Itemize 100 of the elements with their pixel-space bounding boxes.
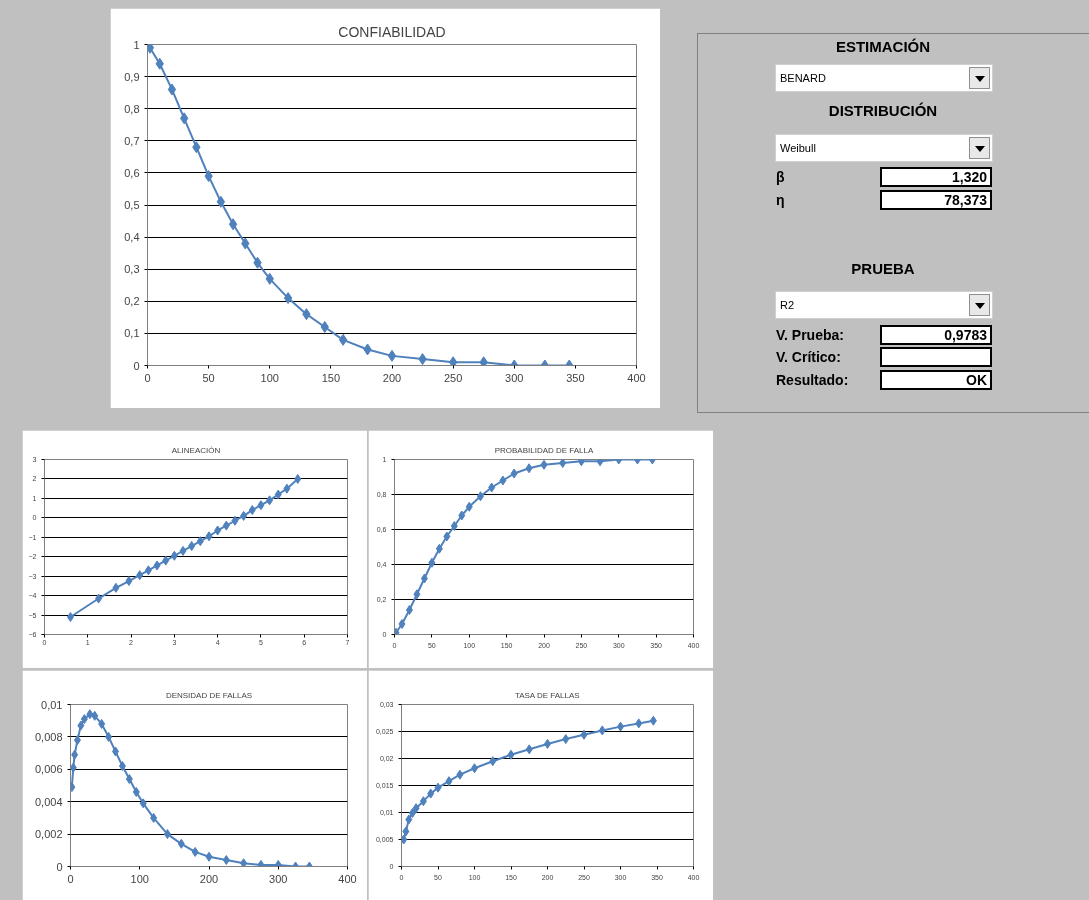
point: [73, 735, 81, 746]
point: [435, 543, 443, 554]
y-tick-label: 0,01: [41, 698, 63, 711]
point: [294, 473, 302, 484]
point: [394, 627, 400, 635]
point: [144, 565, 152, 576]
x-tick-label: 300: [269, 872, 288, 885]
point: [257, 859, 265, 867]
text: DISTRIBUCIÓN: [827, 101, 939, 121]
point: [507, 749, 515, 760]
point: [257, 500, 265, 511]
point: [231, 515, 239, 526]
point: [205, 851, 213, 862]
text: R2: [780, 298, 795, 313]
point: [412, 803, 420, 814]
point: [214, 525, 222, 536]
y-tick-label: 0,9: [124, 70, 140, 83]
x-tick-label: 0: [144, 371, 151, 384]
point: [112, 582, 120, 593]
chart-title: TASA DE FALLAS: [514, 690, 580, 700]
point: [118, 761, 126, 772]
point: [338, 333, 348, 346]
point: [150, 812, 158, 823]
y-tick-label: 1: [133, 38, 140, 51]
x-tick-label: 350: [566, 371, 585, 384]
point: [125, 576, 133, 587]
point: [188, 541, 196, 552]
x-tick-label: 250: [443, 371, 463, 384]
y-tick-label: 0,1: [124, 327, 140, 340]
text: ESTIMACIÓN: [834, 37, 932, 57]
point: [428, 557, 436, 568]
point: [240, 858, 248, 867]
text: V. Prueba:: [776, 326, 844, 344]
point: [177, 838, 185, 849]
point: [179, 545, 187, 556]
point: [476, 491, 484, 502]
x-tick-label: 400: [627, 371, 646, 384]
point: [283, 483, 291, 494]
point: [98, 718, 106, 729]
text: η: [776, 191, 785, 209]
point: [488, 482, 496, 493]
point: [162, 555, 170, 566]
text: BENARD: [780, 71, 826, 86]
point: [443, 531, 451, 542]
point: [398, 619, 406, 629]
point: [479, 356, 488, 366]
text: V. Crítico:: [776, 348, 841, 366]
text: Weibull: [780, 141, 816, 156]
control-value-box: 78,373: [880, 190, 992, 210]
point: [222, 855, 230, 866]
point: [465, 501, 473, 512]
point: [408, 808, 416, 819]
point: [153, 560, 161, 571]
chart-title: ALINEACIÓN: [171, 445, 221, 455]
x-tick-label: 150: [321, 371, 341, 384]
y-tick-label: 0,006: [34, 763, 63, 776]
point: [105, 731, 113, 742]
point: [540, 459, 548, 470]
point: [635, 718, 643, 729]
point: [387, 349, 397, 362]
point: [71, 749, 79, 760]
chart-title: DENSIDAD DE FALLAS: [165, 690, 253, 700]
y-tick-label: 0,5: [124, 199, 140, 211]
point: [283, 292, 293, 305]
point: [136, 570, 144, 581]
x-tick-label: 0: [67, 872, 74, 885]
point: [598, 725, 606, 736]
point: [577, 459, 585, 467]
point: [167, 83, 177, 96]
y-tick-label: 0,8: [124, 102, 140, 115]
point: [147, 44, 155, 54]
text: Resultado:: [776, 371, 849, 389]
x-tick-label: 50: [202, 371, 215, 384]
point: [95, 593, 103, 604]
text: β: [776, 168, 785, 186]
point: [434, 782, 442, 793]
point: [402, 826, 410, 837]
point: [132, 786, 140, 797]
point: [125, 774, 133, 785]
chart-title: CONFIABILIDAD: [338, 23, 446, 40]
y-tick-label: 0: [133, 359, 140, 372]
point: [559, 459, 567, 468]
point: [450, 521, 458, 531]
y-tick-label: 0,4: [124, 231, 140, 244]
control-value-box: OK: [880, 370, 992, 390]
point: [191, 846, 199, 857]
point: [240, 510, 248, 521]
y-tick-label: 0: [56, 860, 63, 873]
point: [222, 520, 230, 531]
point: [163, 829, 171, 840]
point: [91, 710, 99, 721]
point: [80, 714, 88, 725]
point: [420, 573, 428, 584]
point: [66, 612, 74, 622]
point: [510, 468, 518, 479]
y-tick-label: 0,3: [124, 263, 140, 276]
point: [427, 788, 435, 799]
point: [562, 734, 570, 745]
point: [489, 756, 497, 767]
y-tick-label: 0,004: [34, 795, 63, 808]
